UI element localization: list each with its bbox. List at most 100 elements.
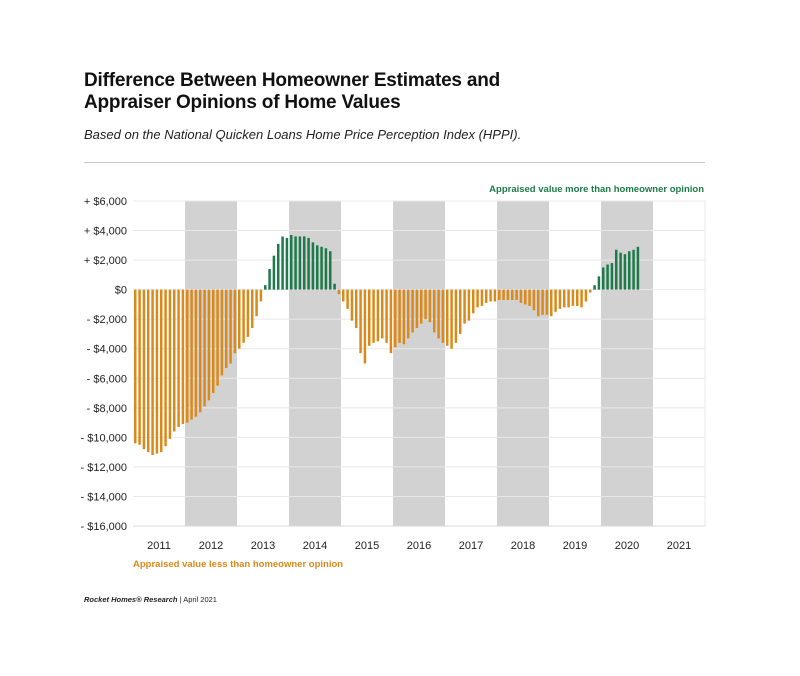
bar-100 (567, 289, 570, 308)
bar-66 (420, 289, 423, 324)
x-tick-label: 2014 (303, 540, 327, 552)
band-2018 (497, 201, 549, 526)
bar-71 (441, 289, 445, 343)
y-tick-label: - $12,000 (81, 462, 127, 474)
bar-116 (636, 246, 640, 290)
bar-103 (580, 289, 583, 308)
y-tick-label: - $2,000 (87, 314, 127, 326)
x-axis-labels: 2011 2012 2013 2014 2015 2016 2017 2018 2019 2020… (147, 540, 691, 552)
bar-8 (168, 289, 172, 439)
bar-65 (415, 289, 419, 329)
bar-106 (593, 285, 596, 290)
x-tick-label: 2019 (563, 540, 587, 552)
x-tick-label: 2015 (355, 540, 379, 552)
bar-14 (194, 289, 198, 417)
bar-86 (506, 289, 510, 300)
bar-92 (532, 289, 536, 311)
bar-69 (433, 289, 436, 333)
bar-67 (424, 289, 427, 320)
chart-title: Difference Between Homeowner Estimates a… (84, 70, 704, 114)
x-tick-label: 2020 (615, 540, 639, 552)
year-bands (185, 201, 653, 526)
bar-91 (528, 289, 531, 306)
x-tick-label: 2011 (147, 540, 171, 552)
x-tick-label: 2016 (407, 540, 431, 552)
band-2014 (289, 201, 341, 526)
bar-75 (459, 289, 462, 334)
chart-title-line1: Difference Between Homeowner Estimates a… (84, 70, 501, 91)
bar-60 (394, 289, 397, 348)
y-tick-label: - $10,000 (81, 432, 127, 444)
bar-27 (251, 289, 254, 329)
negative-annotation: Appraised value less than homeowner opin… (133, 559, 344, 570)
bar-47 (337, 289, 341, 295)
bar-33 (277, 243, 280, 290)
bar-99 (563, 289, 566, 308)
bar-3 (147, 289, 150, 453)
bar-89 (519, 289, 523, 303)
bar-68 (428, 289, 432, 323)
positive-annotation: Appraised value more than homeowner opin… (489, 184, 704, 195)
bar-72 (446, 289, 449, 346)
chart-subtitle: Based on the National Quicken Loans Home… (84, 127, 522, 142)
bar-88 (515, 289, 518, 300)
bar-87 (511, 289, 514, 300)
bar-26 (246, 289, 250, 337)
bar-54 (368, 289, 371, 346)
bar-108 (602, 267, 605, 290)
band-2020 (601, 201, 653, 526)
bar-70 (437, 289, 440, 339)
bar-40 (307, 237, 310, 290)
bar-107 (597, 276, 601, 290)
bar-35 (285, 237, 289, 290)
bar-21 (225, 289, 228, 368)
x-tick-label: 2013 (251, 540, 275, 552)
y-tick-label: + $6,000 (84, 196, 127, 208)
bar-29 (259, 289, 263, 302)
bar-77 (467, 289, 471, 321)
y-tick-label: - $14,000 (81, 491, 127, 503)
y-axis-labels: + $6,000 + $4,000 + $2,000 $0 - $2,000 - $4,0… (81, 196, 127, 533)
y-tick-label: + $4,000 (84, 226, 127, 238)
bar-110 (610, 263, 614, 290)
y-tick-label: - $6,000 (87, 373, 127, 385)
bar-98 (558, 289, 562, 309)
bar-114 (628, 251, 631, 290)
bar-95 (545, 289, 549, 315)
bar-23 (233, 289, 237, 354)
bar-61 (398, 289, 401, 343)
bars (134, 234, 640, 456)
chart-title-line2: Appraiser Opinions of Home Values (84, 92, 401, 113)
bar-83 (493, 289, 497, 302)
x-tick-label: 2012 (199, 540, 223, 552)
bar-12 (186, 289, 189, 423)
footer-source: Rocket Homes® Research | April 2021 (84, 595, 217, 604)
gridlines (133, 200, 706, 527)
bar-80 (480, 289, 484, 306)
bar-62 (402, 289, 406, 345)
bar-1 (138, 289, 141, 445)
bar-2 (142, 289, 146, 450)
bar-94 (541, 289, 544, 315)
bar-82 (489, 289, 492, 302)
bar-105 (589, 289, 592, 293)
bar-56 (376, 289, 380, 342)
bar-38 (298, 236, 302, 290)
band-2016 (393, 201, 445, 526)
bar-25 (242, 289, 245, 343)
bar-73 (450, 289, 453, 349)
bar-32 (272, 255, 276, 290)
bar-74 (454, 289, 458, 343)
bar-115 (632, 249, 635, 290)
bar-43 (320, 246, 323, 290)
bar-10 (177, 289, 180, 428)
bar-59 (389, 289, 393, 354)
bar-24 (238, 289, 241, 349)
bar-17 (207, 289, 211, 401)
bar-64 (411, 289, 414, 333)
bar-109 (606, 264, 609, 290)
bar-0 (134, 289, 137, 444)
bar-34 (281, 236, 284, 290)
band-2012 (185, 201, 237, 526)
